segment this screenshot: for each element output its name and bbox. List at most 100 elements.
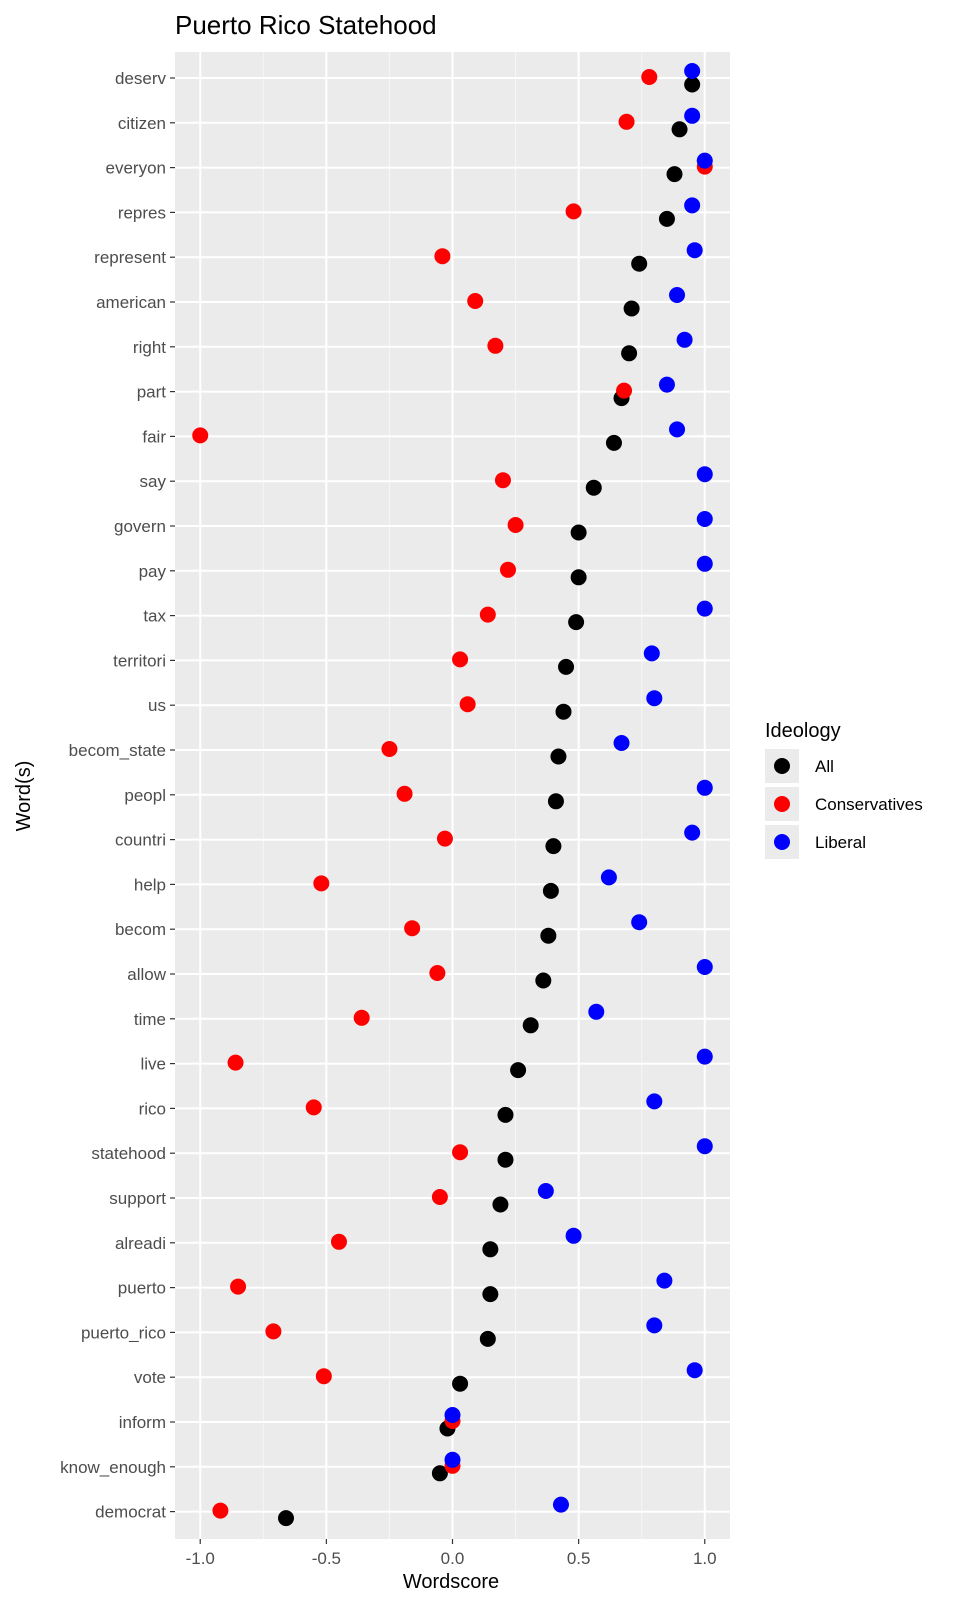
- data-point-conservatives: [265, 1323, 282, 1340]
- y-tick-label: right: [133, 338, 166, 357]
- y-tick-label: deserv: [115, 69, 167, 88]
- legend-title: Ideology: [765, 720, 841, 742]
- grid-major-lines: [175, 52, 730, 1539]
- chart-title: Puerto Rico Statehood: [175, 10, 437, 40]
- data-point-liberal: [588, 1003, 605, 1020]
- x-axis-title: Wordscore: [403, 1571, 499, 1593]
- data-point-all: [452, 1375, 469, 1392]
- data-point-liberal: [686, 242, 703, 259]
- data-point-all: [522, 1017, 539, 1034]
- data-point-all: [545, 838, 562, 855]
- data-point-liberal: [696, 555, 713, 572]
- y-tick-label: becom_state: [69, 741, 166, 760]
- x-tick-label: 1.0: [693, 1549, 717, 1568]
- y-tick-label: help: [134, 875, 166, 894]
- data-point-all: [555, 703, 572, 720]
- y-tick-label: part: [137, 383, 167, 402]
- y-tick-label: becom: [115, 920, 166, 939]
- y-tick-label: pay: [139, 562, 167, 581]
- data-point-conservatives: [227, 1054, 244, 1071]
- data-point-liberal: [444, 1451, 461, 1468]
- data-point-all: [558, 658, 575, 675]
- data-point-liberal: [696, 152, 713, 169]
- data-point-liberal: [696, 1048, 713, 1065]
- y-tick-label: rico: [139, 1099, 166, 1118]
- data-point-all: [482, 1286, 499, 1303]
- data-point-liberal: [537, 1183, 554, 1199]
- data-point-liberal: [669, 421, 686, 438]
- y-tick-label: repres: [118, 203, 166, 222]
- data-point-conservatives: [618, 113, 635, 130]
- y-axis: deserv citizen everyon repres represent ameri…: [60, 69, 175, 1522]
- data-point-all: [497, 1151, 514, 1168]
- x-tick-label: 0.0: [441, 1549, 465, 1568]
- data-point-liberal: [684, 63, 701, 79]
- data-point-conservatives: [315, 1368, 332, 1385]
- data-point-liberal: [696, 1138, 713, 1155]
- data-point-all: [547, 793, 564, 810]
- y-tick-label: vote: [134, 1368, 166, 1387]
- data-point-all: [542, 882, 559, 899]
- data-point-conservatives: [396, 785, 413, 802]
- data-point-conservatives: [353, 1009, 370, 1026]
- x-tick-label: -0.5: [312, 1549, 341, 1568]
- data-point-liberal: [696, 466, 713, 483]
- data-point-liberal: [696, 959, 713, 975]
- y-tick-label: represent: [94, 248, 166, 267]
- data-point-conservatives: [467, 293, 484, 309]
- data-point-all: [278, 1510, 294, 1527]
- data-point-liberal: [565, 1227, 582, 1244]
- data-point-conservatives: [436, 830, 453, 847]
- y-tick-label: allow: [127, 965, 166, 984]
- y-tick-label: govern: [114, 517, 166, 536]
- data-point-conservatives: [313, 875, 330, 892]
- data-point-all: [585, 479, 602, 496]
- data-point-all: [684, 76, 701, 93]
- data-point-all: [623, 300, 640, 317]
- data-point-conservatives: [452, 651, 469, 668]
- data-point-conservatives: [381, 741, 398, 757]
- data-point-conservatives: [434, 248, 451, 265]
- data-point-all: [431, 1465, 448, 1482]
- legend: Ideology All Conservatives Liberal: [765, 720, 923, 859]
- data-point-conservatives: [479, 606, 496, 623]
- data-point-liberal: [684, 107, 701, 124]
- data-point-all: [550, 748, 567, 765]
- data-point-liberal: [684, 824, 701, 841]
- data-point-conservatives: [565, 203, 582, 220]
- data-point-all: [535, 972, 552, 989]
- legend-swatch-all: [774, 758, 790, 774]
- legend-swatch-liberal: [774, 834, 790, 850]
- x-axis: -1.0 -0.5 0.0 0.5 1.0: [186, 1539, 717, 1568]
- data-point-liberal: [613, 735, 630, 751]
- data-point-liberal: [646, 1317, 663, 1334]
- data-point-all: [570, 524, 587, 541]
- data-point-all: [621, 345, 638, 362]
- y-tick-label: fair: [142, 427, 166, 446]
- data-point-all: [540, 927, 557, 944]
- data-point-all: [568, 614, 585, 631]
- data-point-liberal: [552, 1496, 569, 1513]
- y-tick-label: live: [140, 1055, 166, 1074]
- data-point-liberal: [656, 1272, 673, 1289]
- data-point-conservatives: [459, 696, 476, 713]
- data-point-liberal: [658, 376, 675, 393]
- data-point-all: [510, 1062, 527, 1079]
- data-point-liberal: [669, 287, 686, 303]
- data-point-conservatives: [429, 965, 446, 981]
- y-tick-label: say: [140, 472, 167, 491]
- data-point-liberal: [684, 197, 701, 214]
- legend-swatch-conservatives: [774, 796, 790, 812]
- data-point-all: [605, 434, 622, 451]
- data-point-conservatives: [487, 337, 504, 354]
- data-point-all: [666, 166, 683, 183]
- data-point-all: [631, 255, 648, 272]
- data-point-conservatives: [431, 1189, 448, 1205]
- y-tick-label: territori: [113, 651, 166, 670]
- data-point-liberal: [444, 1407, 461, 1423]
- y-tick-label: countri: [115, 831, 166, 850]
- legend-label: All: [815, 757, 834, 776]
- data-point-all: [482, 1241, 499, 1258]
- y-tick-label: support: [109, 1189, 166, 1208]
- y-tick-label: time: [134, 1010, 166, 1029]
